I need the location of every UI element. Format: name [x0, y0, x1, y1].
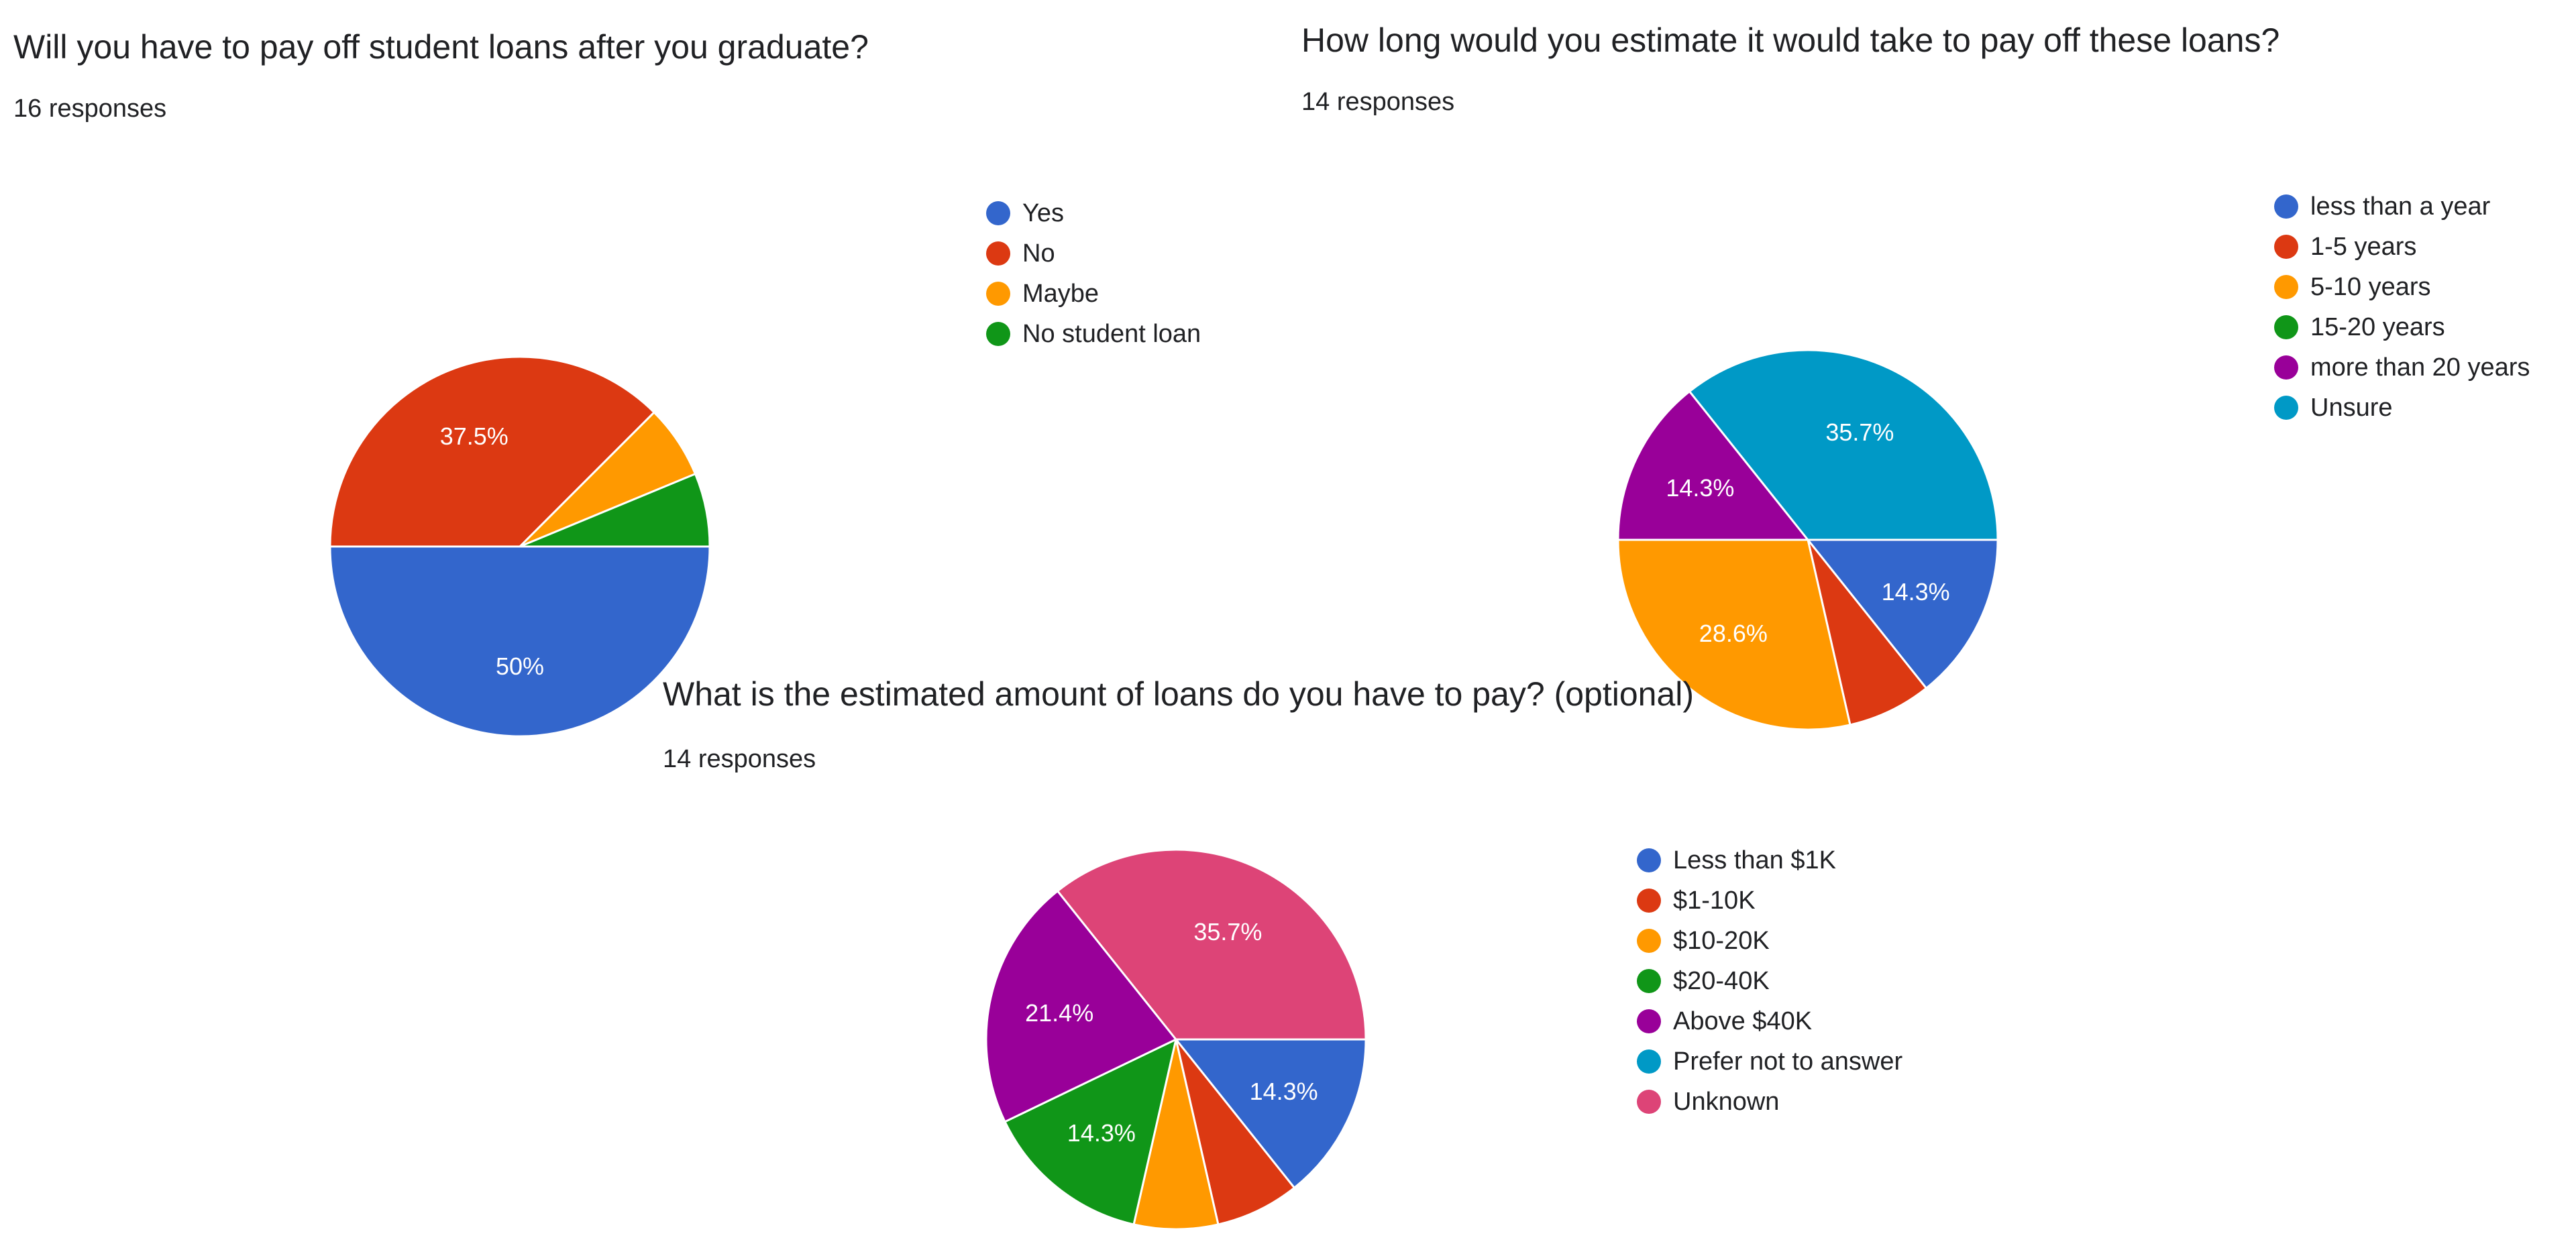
- legend-item-unknown: Unknown: [1637, 1082, 1902, 1122]
- response-count: 16 responses: [13, 95, 167, 123]
- legend-swatch: [1637, 929, 1661, 953]
- legend-item-unsure: Unsure: [2274, 388, 2530, 428]
- chart-panel-loan-amount: What is the estimated amount of loans do…: [663, 674, 2004, 1251]
- slice-percent-label: 14.3%: [1882, 578, 1950, 606]
- legend-swatch: [986, 241, 1010, 266]
- chart-panel-payoff-time: How long would you estimate it would tak…: [1301, 20, 2563, 731]
- legend-swatch: [1637, 1090, 1661, 1114]
- pie-slice-yes: [329, 545, 711, 738]
- slice-percent-label: 14.3%: [1250, 1078, 1318, 1105]
- legend-item-less-than-a-year: less than a year: [2274, 186, 2530, 227]
- pie-slice-no: [329, 355, 655, 548]
- legend-swatch: [2274, 355, 2298, 380]
- legend-swatch: [2274, 315, 2298, 339]
- pie-chart: 50% 37.5%: [329, 355, 711, 738]
- legend-swatch: [986, 201, 1010, 225]
- legend-item-5-10-years: 5-10 years: [2274, 267, 2530, 307]
- pie-slice-1-5-years: [1807, 538, 1927, 726]
- legend-item-1-10k: $1-10K: [1637, 880, 1902, 921]
- legend-item-20-40k: $20-40K: [1637, 961, 1902, 1001]
- legend-label: $1-10K: [1673, 886, 1756, 915]
- pie-slice-1-10k: [1175, 1038, 1295, 1226]
- pie-slice-above-40k: [985, 890, 1177, 1123]
- legend-swatch: [2274, 275, 2298, 299]
- legend-label: $20-40K: [1673, 966, 1770, 995]
- legend-label: Above $40K: [1673, 1007, 1813, 1035]
- slice-percent-label: 37.5%: [440, 422, 508, 450]
- slice-percent-label: 35.7%: [1825, 418, 1894, 446]
- legend-label: 1-5 years: [2310, 232, 2417, 261]
- legend-label: No student loan: [1022, 319, 1201, 348]
- legend-swatch: [1637, 848, 1661, 872]
- legend-item-more-than-20-years: more than 20 years: [2274, 347, 2530, 388]
- legend-item-prefer-not-to-answer: Prefer not to answer: [1637, 1041, 1902, 1082]
- legend: less than a year 1-5 years 5-10 years 15-20…: [2274, 186, 2530, 428]
- pie-slice-5-10-years: [1617, 538, 1851, 731]
- legend: Less than $1K $1-10K $10-20K $20-40K Above $…: [1637, 840, 1902, 1122]
- pie-chart: 14.3% 14.3% 21.4% 35.7%: [985, 848, 1367, 1231]
- pie-slice-20-40k: [1004, 1038, 1177, 1226]
- legend-item-15-20-years: 15-20 years: [2274, 307, 2530, 347]
- legend-swatch: [1637, 1009, 1661, 1033]
- legend-item-10-20k: $10-20K: [1637, 921, 1902, 961]
- legend-item-above-40k: Above $40K: [1637, 1001, 1902, 1041]
- legend-label: $10-20K: [1673, 926, 1770, 955]
- legend-swatch: [2274, 235, 2298, 259]
- legend-label: less than a year: [2310, 192, 2491, 221]
- slice-percent-label: 28.6%: [1699, 620, 1768, 647]
- legend-swatch: [1637, 969, 1661, 993]
- legend-label: Less than $1K: [1673, 846, 1836, 874]
- chart-panel-student-loans: Will you have to pay off student loans a…: [13, 27, 1275, 738]
- pie-slice-10-20k: [1132, 1038, 1220, 1231]
- pie-slice-less-than-1k: [1175, 1038, 1367, 1189]
- legend-label: 15-20 years: [2310, 312, 2445, 341]
- slice-percent-label: 21.4%: [1025, 999, 1093, 1027]
- pie-slice-unknown: [1057, 848, 1367, 1041]
- slice-percent-label: 35.7%: [1193, 918, 1262, 946]
- legend-swatch: [986, 322, 1010, 346]
- legend-swatch: [1637, 1049, 1661, 1074]
- legend-label: Maybe: [1022, 279, 1099, 308]
- pie-slice-no-student-loan: [519, 473, 711, 548]
- legend-label: No: [1022, 239, 1055, 268]
- chart-title: What is the estimated amount of loans do…: [663, 675, 1695, 713]
- legend-item-no-student-loan: No student loan: [986, 314, 1201, 354]
- pie-chart: 14.3% 28.6% 14.3% 35.7%: [1617, 349, 1999, 731]
- pie-slice-unsure: [1688, 349, 1999, 541]
- legend: Yes No Maybe No student loan: [986, 193, 1201, 354]
- response-count: 14 responses: [1301, 88, 1455, 116]
- pie-slice-less-than-a-year: [1807, 538, 1999, 689]
- legend-swatch: [2274, 396, 2298, 420]
- chart-title: How long would you estimate it would tak…: [1301, 21, 2280, 59]
- legend-label: more than 20 years: [2310, 353, 2530, 382]
- legend-item-yes: Yes: [986, 193, 1201, 233]
- legend-swatch: [2274, 194, 2298, 219]
- pie-slice-more-than-20-years: [1617, 390, 1809, 541]
- slice-percent-label: 14.3%: [1067, 1119, 1136, 1147]
- legend-swatch: [986, 282, 1010, 306]
- slice-percent-label: 50%: [496, 652, 544, 680]
- legend-item-maybe: Maybe: [986, 274, 1201, 314]
- slice-percent-label: 14.3%: [1666, 474, 1734, 502]
- legend-item-1-5-years: 1-5 years: [2274, 227, 2530, 267]
- legend-label: Unknown: [1673, 1087, 1780, 1116]
- legend-label: Unsure: [2310, 393, 2393, 422]
- legend-label: Prefer not to answer: [1673, 1047, 1903, 1076]
- legend-swatch: [1637, 889, 1661, 913]
- response-count: 14 responses: [663, 745, 816, 773]
- legend-item-no: No: [986, 233, 1201, 274]
- legend-label: Yes: [1022, 198, 1064, 227]
- legend-item-less-than-1k: Less than $1K: [1637, 840, 1902, 880]
- legend-label: 5-10 years: [2310, 272, 2431, 301]
- chart-title: Will you have to pay off student loans a…: [13, 28, 869, 66]
